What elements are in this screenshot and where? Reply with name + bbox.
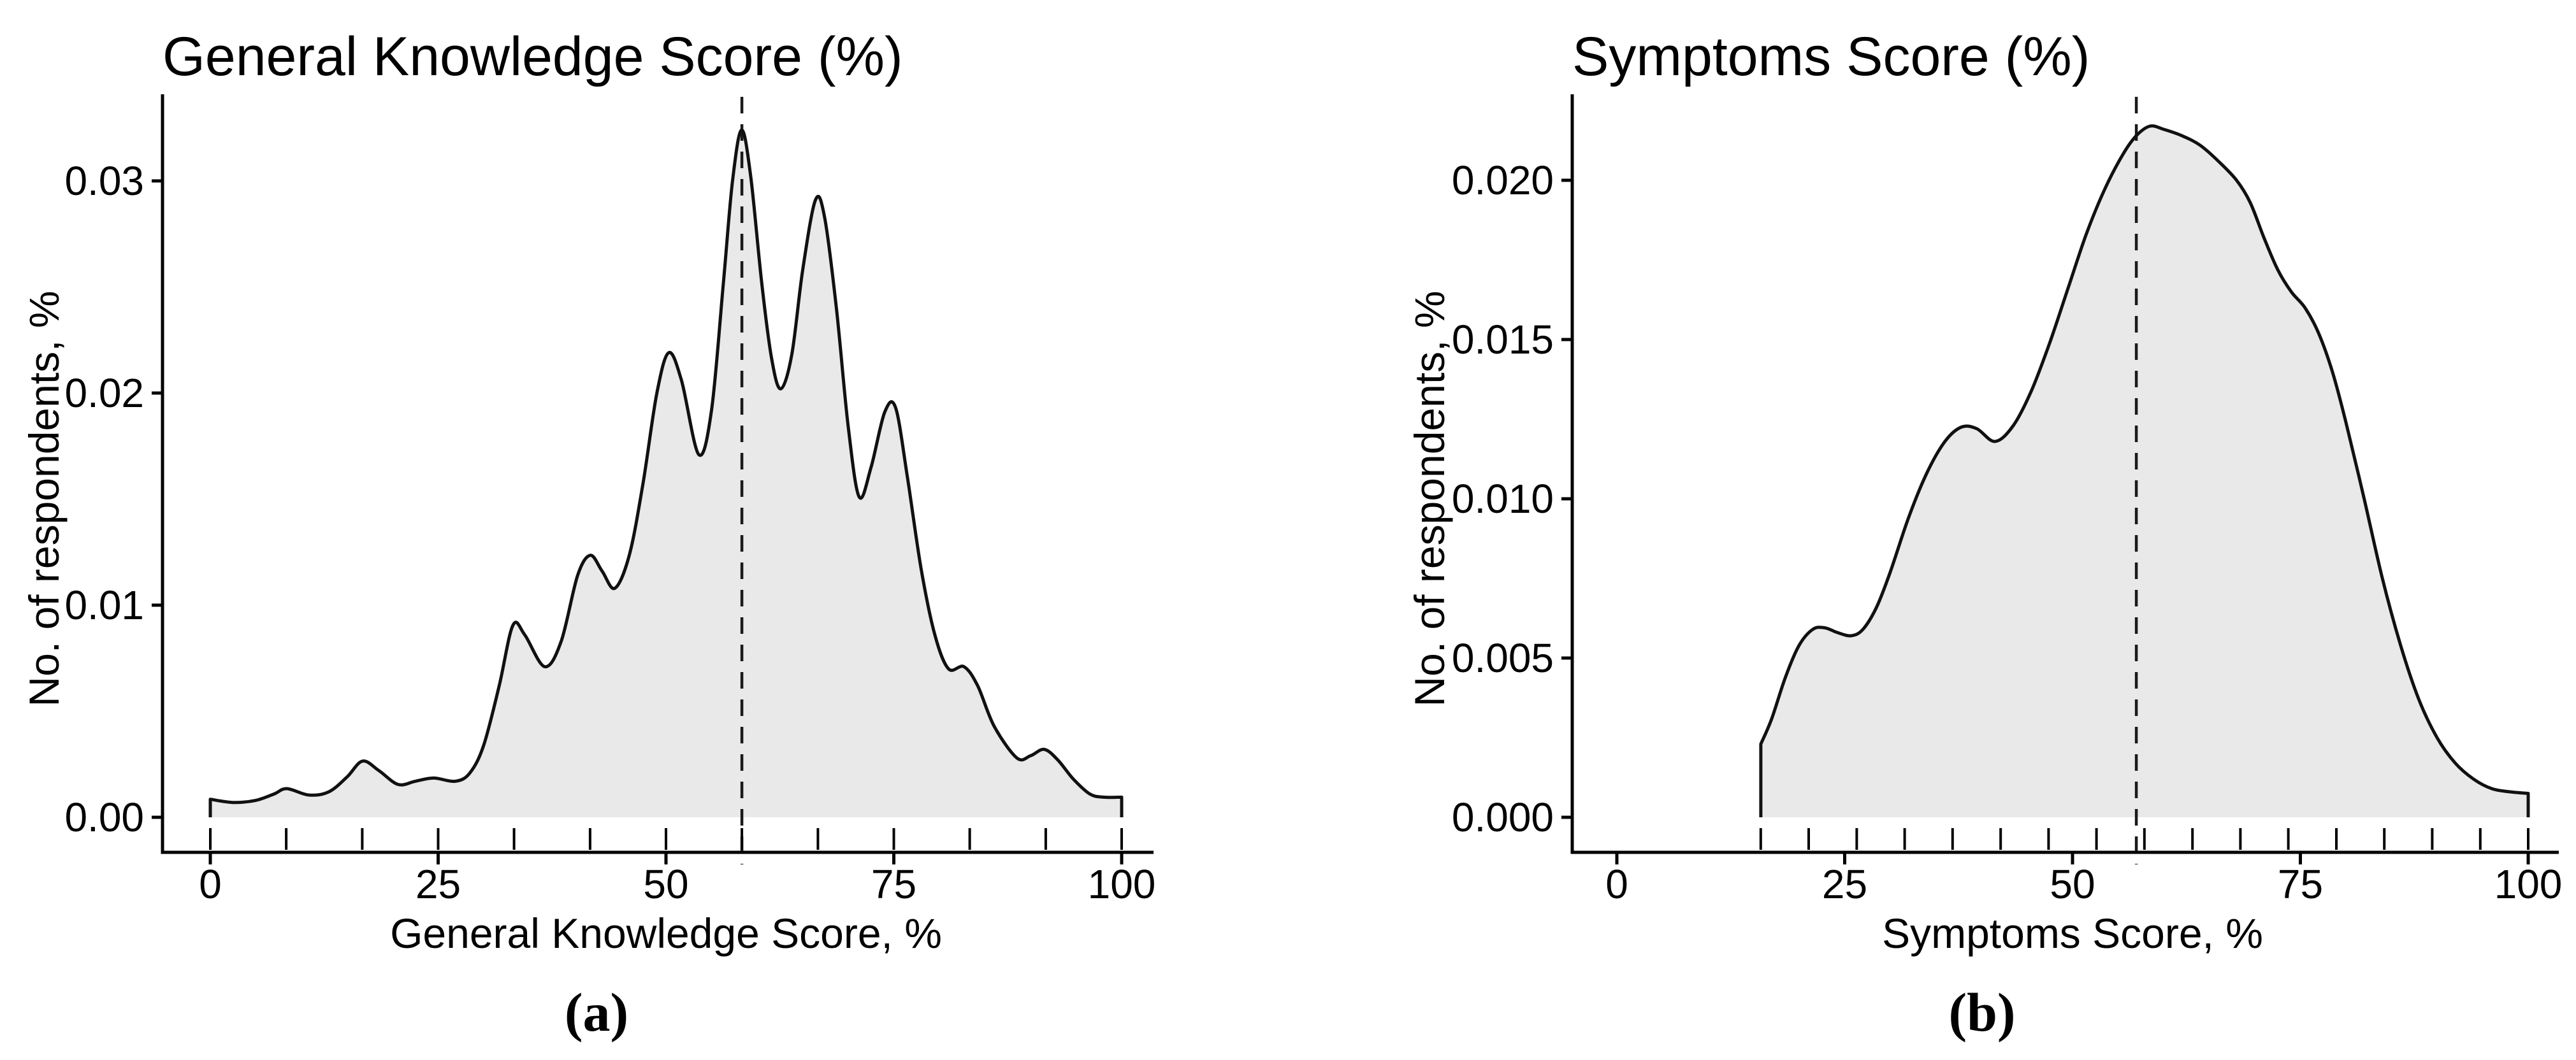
y-tick-label: 0.015 bbox=[1452, 317, 1554, 362]
y-axis-ticks: 0.000 0.005 0.010 0.015 0.020 bbox=[1452, 157, 1571, 840]
rug-ticks bbox=[1759, 828, 2529, 850]
x-tick-label: 25 bbox=[1822, 861, 1867, 907]
y-tick-label: 0.02 bbox=[64, 370, 144, 416]
x-tick-label: 75 bbox=[2278, 861, 2323, 907]
chart-title: General Knowledge Score (%) bbox=[163, 26, 903, 87]
density-fill bbox=[210, 130, 1122, 817]
y-tick-label: 0.000 bbox=[1452, 794, 1554, 840]
y-tick-label: 0.01 bbox=[64, 582, 144, 628]
x-tick-label: 100 bbox=[2494, 861, 2563, 907]
x-tick-label: 50 bbox=[643, 861, 688, 907]
x-axis-ticks: 0 25 50 75 100 bbox=[1605, 854, 2562, 907]
panel-caption-b: (b) bbox=[1948, 982, 2015, 1043]
density-curve bbox=[1759, 124, 2530, 817]
chart-title: Symptoms Score (%) bbox=[1572, 26, 2090, 87]
y-axis-title: No. of respondents, % bbox=[1406, 290, 1453, 706]
x-tick-label: 25 bbox=[416, 861, 461, 907]
x-tick-label: 0 bbox=[1605, 861, 1628, 907]
axes bbox=[1570, 94, 2559, 854]
y-tick-label: 0.03 bbox=[64, 158, 144, 204]
y-tick-label: 0.005 bbox=[1452, 635, 1554, 681]
x-tick-label: 75 bbox=[871, 861, 916, 907]
panel-symptoms: 0 25 50 75 100 0.000 0.005 0.010 0.015 0.020 Sym… bbox=[1406, 26, 2562, 1043]
x-tick-label: 0 bbox=[199, 861, 222, 907]
density-curve bbox=[208, 128, 1124, 817]
y-tick-label: 0.010 bbox=[1452, 476, 1554, 522]
y-tick-label: 0.00 bbox=[64, 794, 144, 840]
x-axis-ticks: 0 25 50 75 100 bbox=[199, 854, 1155, 907]
axes bbox=[161, 94, 1154, 854]
x-tick-label: 100 bbox=[1088, 861, 1156, 907]
panel-general-knowledge: 0 25 50 75 100 0.00 0.01 0.02 0.03 General Know… bbox=[20, 26, 1155, 1043]
x-tick-label: 50 bbox=[2050, 861, 2095, 907]
x-axis-title: Symptoms Score, % bbox=[1882, 910, 2263, 957]
density-fill bbox=[1760, 125, 2528, 818]
y-axis-ticks: 0.00 0.01 0.02 0.03 bbox=[64, 158, 161, 840]
y-tick-label: 0.020 bbox=[1452, 157, 1554, 203]
rug-ticks bbox=[209, 828, 1123, 850]
x-axis-title: General Knowledge Score, % bbox=[390, 910, 942, 957]
y-axis-title: No. of respondents, % bbox=[20, 290, 68, 706]
panel-caption-a: (a) bbox=[565, 982, 628, 1043]
